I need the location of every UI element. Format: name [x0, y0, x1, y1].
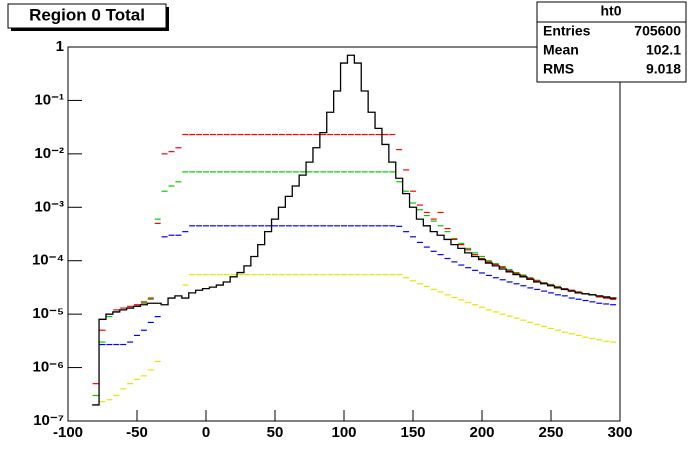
y-tick-label: 10⁻⁵ — [32, 305, 64, 322]
plot-frame — [67, 46, 621, 422]
x-tick-label: 0 — [202, 424, 210, 441]
x-tick-label: 200 — [469, 424, 494, 441]
stats-label: Mean — [543, 42, 579, 58]
x-tick-label: -50 — [126, 424, 148, 441]
stats-box — [536, 1, 687, 83]
stats-label: RMS — [543, 61, 574, 77]
title-box — [7, 3, 167, 29]
stats-title: ht0 — [601, 3, 622, 19]
x-tick-label: -100 — [53, 424, 83, 441]
y-tick-label: 10⁻³ — [34, 198, 64, 215]
chart-title: Region 0 Total — [29, 5, 145, 24]
x-tick-label: 100 — [331, 424, 356, 441]
y-tick-label: 10⁻¹ — [34, 91, 64, 108]
y-tick-label: 10⁻⁴ — [32, 252, 64, 269]
y-tick-label: 1 — [56, 38, 64, 55]
stats-value: 102.1 — [646, 42, 681, 58]
histogram-line — [92, 54, 617, 406]
y-tick-label: 10⁻⁷ — [33, 412, 64, 429]
stats-label: Entries — [543, 23, 591, 39]
x-tick-label: 300 — [607, 424, 632, 441]
x-tick-label: 50 — [267, 424, 284, 441]
stats-value: 705600 — [634, 23, 681, 39]
y-tick-label: 10⁻⁶ — [32, 359, 64, 376]
x-tick-label: 150 — [400, 424, 425, 441]
x-tick-label: 250 — [538, 424, 563, 441]
y-tick-label: 10⁻² — [34, 145, 64, 162]
stats-value: 9.018 — [646, 61, 681, 77]
